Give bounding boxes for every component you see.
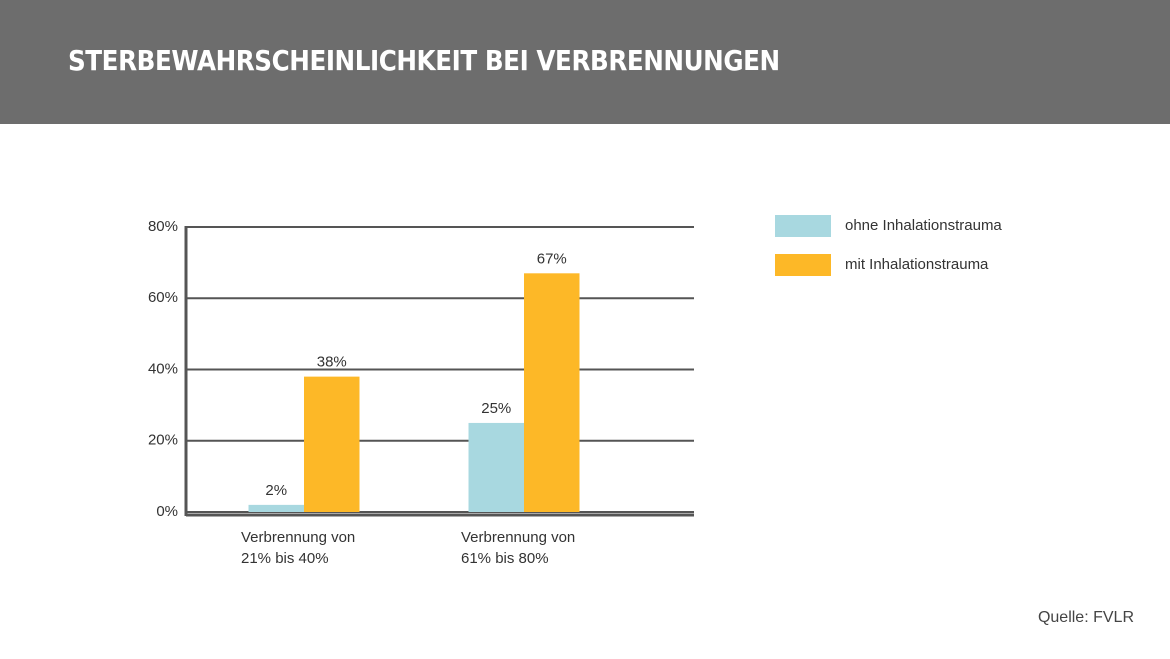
legend-swatch: [775, 215, 831, 237]
x-tick-label: Verbrennung von 61% bis 80%: [461, 529, 576, 567]
value-label: 38%: [317, 354, 347, 371]
chart-title: STERBEWAHRSCHEINLICHKEIT BEI VERBRENNUNG…: [68, 44, 780, 77]
x-tick-label: Verbrennung von 21% bis 40%: [241, 529, 356, 567]
y-tick-label: 20%: [148, 432, 178, 449]
legend-label: ohne Inhalationstrauma: [845, 217, 1002, 234]
bar: [248, 504, 304, 512]
source: Quelle: FVLR: [1037, 609, 1134, 626]
legend-label: mit Inhalationstrauma: [845, 256, 989, 273]
bar: [468, 422, 524, 512]
value-label: 25%: [481, 400, 511, 417]
legend-swatch: [775, 254, 831, 276]
y-tick-label: 60%: [148, 289, 178, 306]
y-tick-label: 40%: [148, 360, 178, 377]
y-tick-label: 0%: [156, 503, 178, 520]
header: [0, 0, 1170, 124]
value-label: 2%: [265, 482, 287, 499]
y-tick-label: 80%: [148, 218, 178, 235]
bar: [524, 273, 580, 512]
bar: [304, 376, 360, 512]
value-label: 67%: [537, 250, 567, 267]
